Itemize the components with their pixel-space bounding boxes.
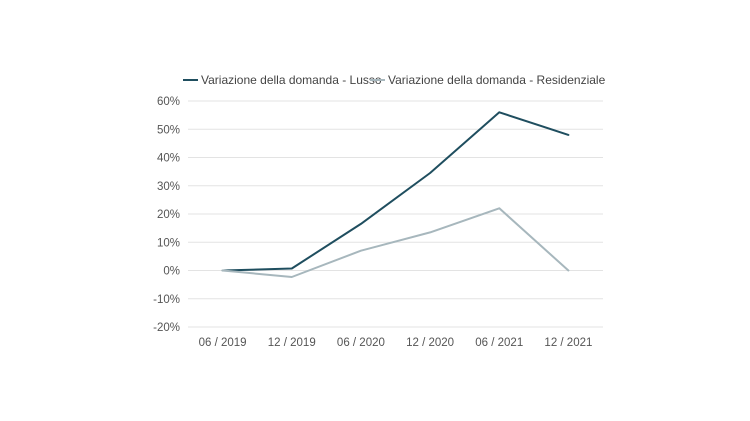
y-axis: 60% 50% 40% 30% 20% 10% 0% -10% -20%	[153, 96, 180, 334]
y-tick-label: 10%	[157, 237, 180, 249]
grid-lines	[188, 100, 603, 328]
x-tick-label: 06 / 2021	[475, 337, 523, 349]
series-line-lusso	[221, 111, 570, 272]
y-tick-label: -20%	[153, 322, 180, 334]
y-tick-label: 30%	[157, 181, 180, 193]
x-tick-label: 12 / 2020	[406, 337, 454, 349]
legend-label-residenziale: Variazione della domanda - Residenziale	[388, 73, 606, 87]
series-group	[221, 111, 570, 278]
y-tick-label: 0%	[163, 266, 180, 278]
y-tick-label: 50%	[157, 124, 180, 136]
series-line-residenziale	[221, 207, 570, 278]
y-tick-label: 60%	[157, 96, 180, 108]
legend-label-lusso: Variazione della domanda - Lusso	[201, 73, 382, 87]
legend: Variazione della domanda - Lusso Variazi…	[183, 73, 606, 87]
x-tick-label: 06 / 2019	[199, 337, 247, 349]
x-axis: 06 / 2019 12 / 2019 06 / 2020 12 / 2020 06 /…	[199, 337, 593, 349]
y-tick-label: -10%	[153, 294, 180, 306]
y-tick-label: 40%	[157, 153, 180, 165]
x-tick-label: 06 / 2020	[337, 337, 385, 349]
y-tick-label: 20%	[157, 209, 180, 221]
x-tick-label: 12 / 2021	[544, 337, 592, 349]
x-tick-label: 12 / 2019	[268, 337, 316, 349]
